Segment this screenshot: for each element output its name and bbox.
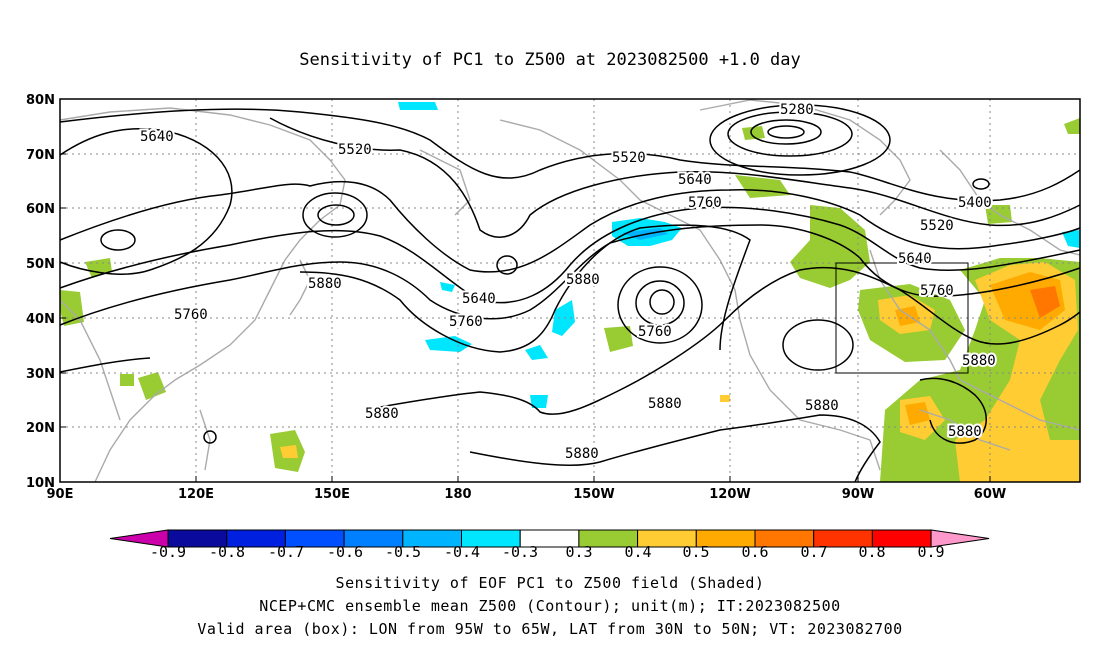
contour-label: 5520 <box>612 150 646 166</box>
contour-label: 5640 <box>140 129 174 145</box>
colorbar-label: 0.8 <box>858 543 885 561</box>
lat-label: 60N <box>26 202 55 217</box>
colorbar-labels: -0.9 -0.8 -0.7 -0.6 -0.5 -0.4 -0.3 0.3 0… <box>150 543 945 561</box>
grid-lines <box>60 99 1080 482</box>
colorbar-label: -0.5 <box>385 543 421 561</box>
axis-ticks <box>60 98 991 483</box>
colorbar-label: -0.4 <box>444 543 480 561</box>
contour-label: 5880 <box>648 396 682 412</box>
lon-label: 60W <box>974 487 1006 502</box>
colorbar-label: -0.8 <box>209 543 245 561</box>
contour-label: 5640 <box>898 251 932 267</box>
lon-label: 150W <box>573 487 614 502</box>
lat-label: 70N <box>26 148 55 163</box>
caption-valid-area: Valid area (box): LON from 95W to 65W, L… <box>197 620 903 638</box>
contour-label: 5280 <box>780 102 814 118</box>
valid-area-box <box>835 262 969 374</box>
lon-label: 120E <box>178 487 214 502</box>
colorbar-label: 0.3 <box>565 543 592 561</box>
contour-label: 5400 <box>958 195 992 211</box>
lon-label: 180 <box>444 487 471 502</box>
contour-label: 5520 <box>338 142 372 158</box>
contour-label: 5760 <box>638 324 672 340</box>
colorbar-label: 0.9 <box>917 543 944 561</box>
contour-label: 5520 <box>920 218 954 234</box>
lat-label: 30N <box>26 367 55 382</box>
lat-label: 50N <box>26 257 55 272</box>
colorbar-end-high <box>930 529 990 548</box>
lat-label: 80N <box>26 93 55 108</box>
caption-contour: NCEP+CMC ensemble mean Z500 (Contour); u… <box>259 597 841 615</box>
contour-label: 5760 <box>688 195 722 211</box>
colorbar-label: -0.9 <box>150 543 186 561</box>
contour-label: 5760 <box>174 307 208 323</box>
coastlines <box>59 99 1081 483</box>
contour-label: 5880 <box>565 446 599 462</box>
lat-label: 40N <box>26 312 55 327</box>
z500-contours <box>59 104 1081 483</box>
contour-label: 5880 <box>365 406 399 422</box>
contour-label: 5760 <box>449 314 483 330</box>
colorbar-label: -0.3 <box>502 543 538 561</box>
colorbar-label: 0.7 <box>800 543 827 561</box>
colorbar: -0.9 -0.8 -0.7 -0.6 -0.5 -0.4 -0.3 0.3 0… <box>109 529 990 561</box>
map-plot: 5640 5520 5520 5280 5640 5760 5400 5520 … <box>26 93 1081 502</box>
colorbar-label: -0.7 <box>268 543 304 561</box>
colorbar-label: -0.6 <box>327 543 363 561</box>
colorbar-label: 0.5 <box>682 543 709 561</box>
lat-label: 10N <box>26 476 55 491</box>
contour-label: 5880 <box>308 276 342 292</box>
contour-label: 5640 <box>678 172 712 188</box>
colorbar-label: 0.6 <box>741 543 768 561</box>
longitude-labels: 90E 120E 150E 180 150W 120W 90W 60W <box>47 487 1007 502</box>
plot-frame <box>59 98 1081 483</box>
colorbar-boxes <box>109 529 990 548</box>
contour-label: 5880 <box>805 398 839 414</box>
contour-label: 5880 <box>948 424 982 440</box>
lat-label: 20N <box>26 421 55 436</box>
lon-label: 120W <box>709 487 750 502</box>
plot-title: Sensitivity of PC1 to Z500 at 2023082500… <box>299 50 801 70</box>
contour-label: 5880 <box>962 353 996 369</box>
latitude-labels: 80N 70N 60N 50N 40N 30N 20N 10N <box>26 93 55 491</box>
colorbar-label: 0.4 <box>624 543 651 561</box>
lon-label: 90E <box>47 487 74 502</box>
contour-labels: 5640 5520 5520 5280 5640 5760 5400 5520 … <box>138 100 998 464</box>
lon-label: 150E <box>314 487 350 502</box>
lon-label: 90W <box>842 487 874 502</box>
caption-shaded: Sensitivity of EOF PC1 to Z500 field (Sh… <box>335 574 765 592</box>
contour-label: 5880 <box>566 272 600 288</box>
contour-label: 5760 <box>920 283 954 299</box>
contour-label: 5640 <box>462 291 496 307</box>
